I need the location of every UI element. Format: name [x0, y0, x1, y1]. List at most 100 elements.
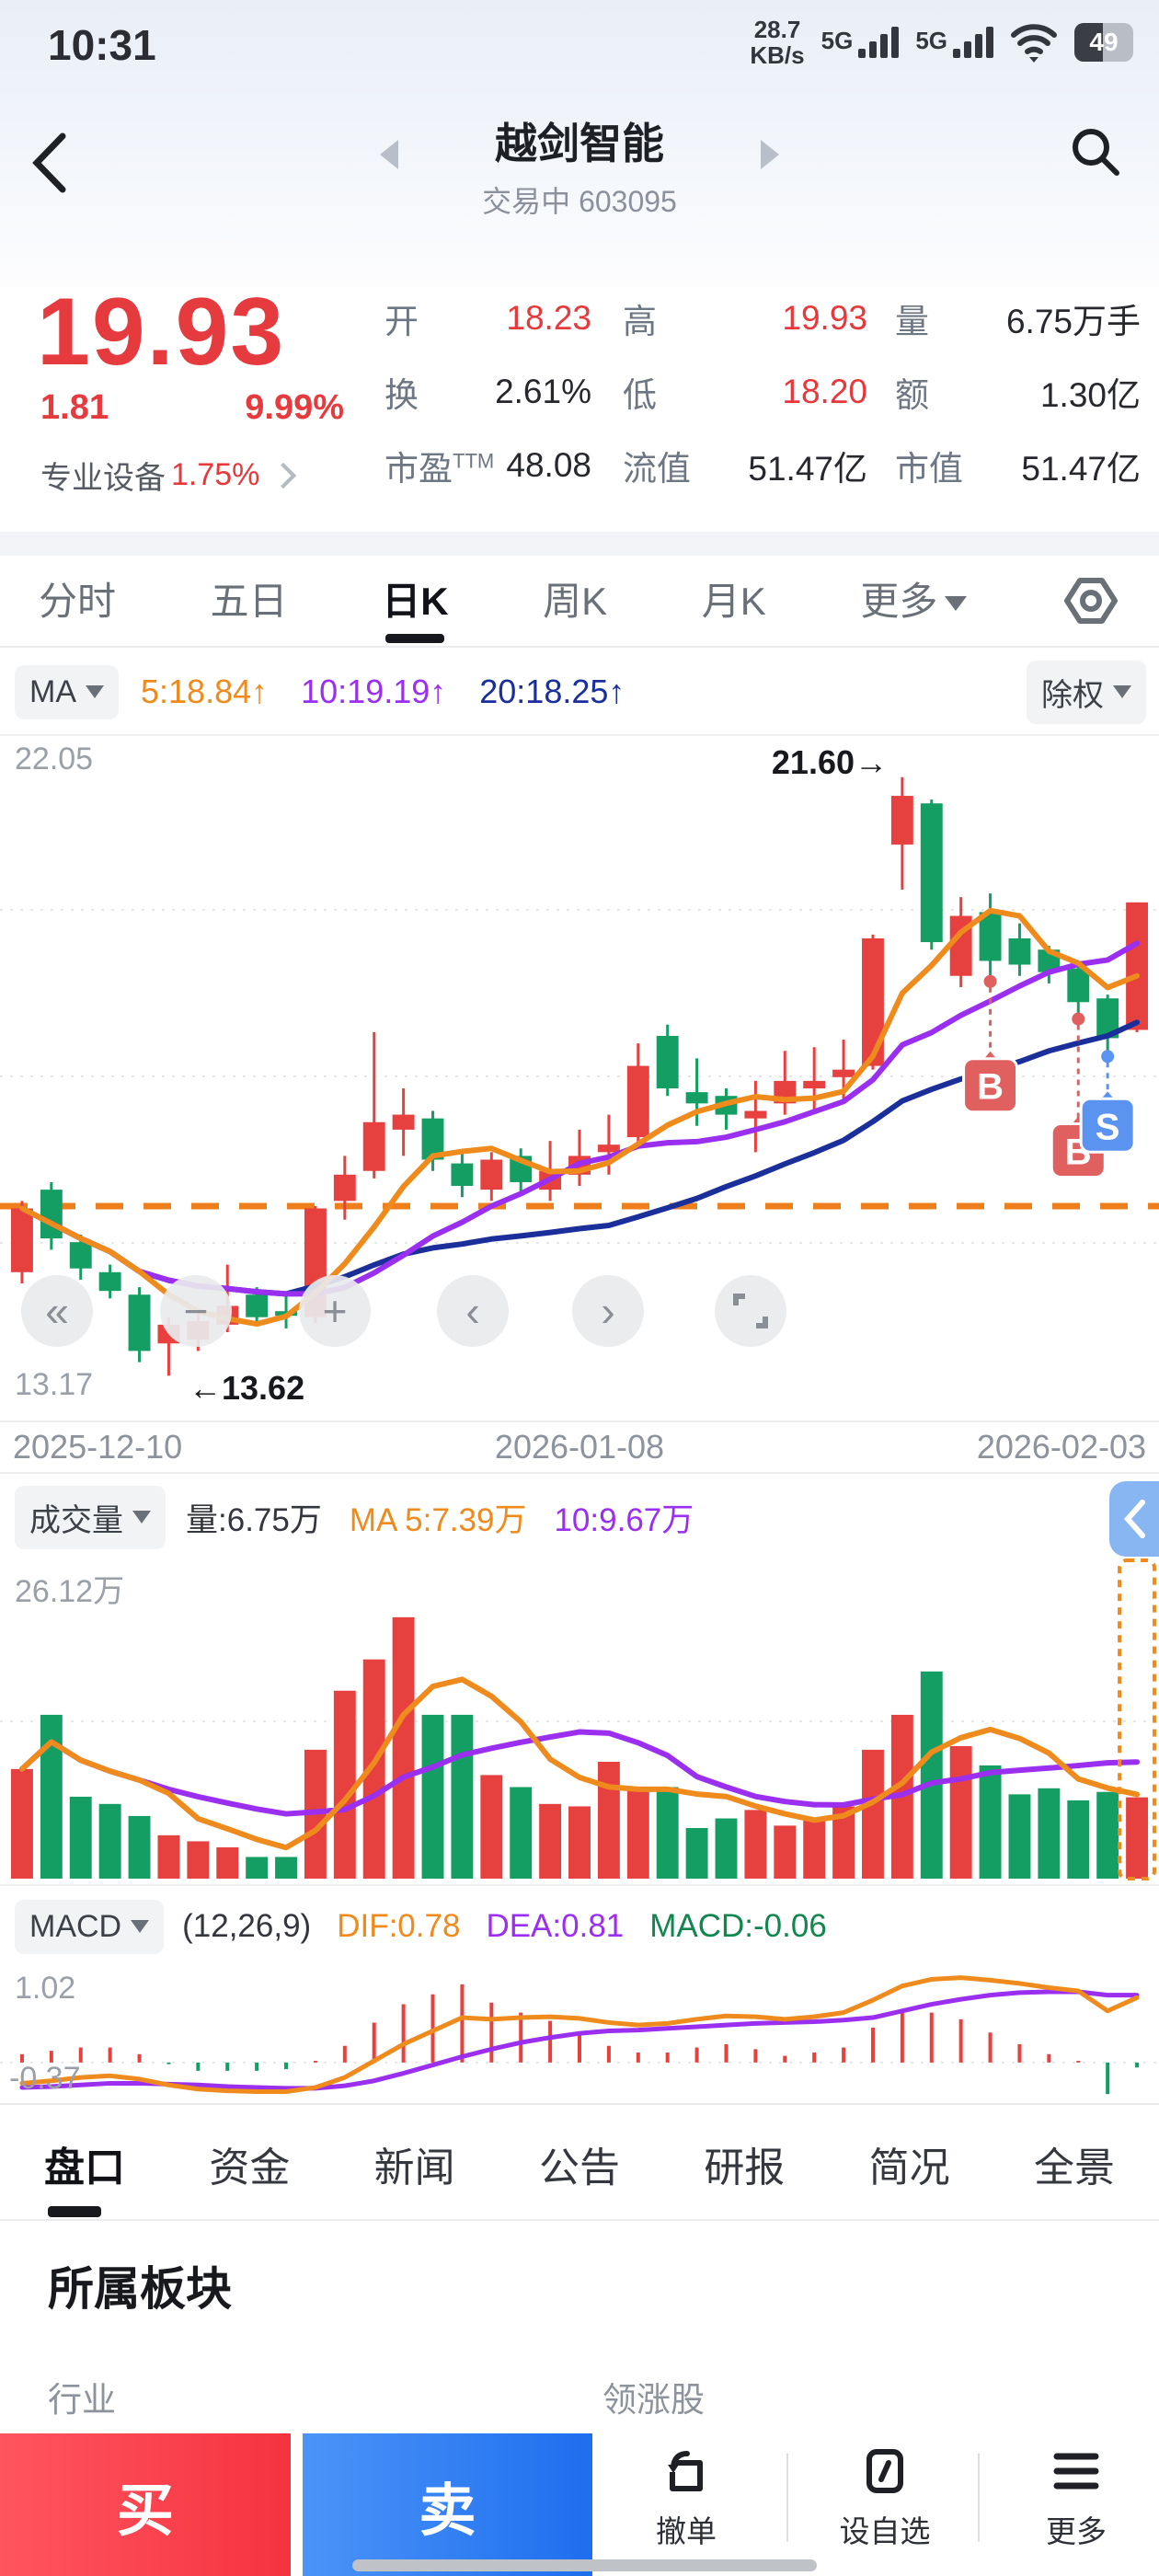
wifi-icon	[1010, 22, 1058, 63]
pan-right-button[interactable]: ›	[572, 1275, 644, 1347]
stat-label: 高	[623, 303, 657, 340]
stat-label: 量	[895, 303, 929, 340]
volume-selector-button[interactable]: 成交量	[15, 1485, 166, 1549]
tab-daily-k[interactable]: 日K	[382, 570, 448, 632]
signal-bars-icon-1: 5G	[821, 27, 900, 58]
macd-header: MACD (12,26,9) DIF:0.78 DEA:0.81 MACD:-0…	[0, 1884, 1159, 1967]
macd-axis-max-label: 1.02	[15, 1971, 76, 2006]
svg-text:S: S	[1096, 1107, 1120, 1147]
zoom-out-button[interactable]: −	[160, 1275, 232, 1347]
date-label-center: 2026-01-08	[494, 1428, 665, 1466]
tab-minute[interactable]: 分时	[39, 579, 117, 623]
chevron-down-icon	[86, 685, 104, 698]
chevron-down-icon	[132, 1511, 151, 1524]
stat-value: 51.47亿	[1021, 450, 1141, 488]
stat-value: 19.93	[782, 299, 867, 337]
undo-icon	[603, 2441, 769, 2501]
stat-value: 2.61%	[495, 373, 591, 410]
sector-pct: 1.75%	[171, 457, 260, 492]
volume-ma5-value: MA 5:7.39万	[349, 1501, 527, 1538]
tab-5day[interactable]: 五日	[210, 579, 288, 623]
current-price: 19.93	[37, 279, 286, 385]
chevron-right-icon	[270, 462, 297, 489]
stat-value: 1.30亿	[1039, 376, 1141, 414]
macd-selector-button[interactable]: MACD	[15, 1899, 165, 1954]
zoom-in-button[interactable]: +	[299, 1275, 371, 1347]
top-gradient-zone: 10:31 28.7 KB/s 5G 5G	[0, 0, 1159, 287]
macd-axis-min-label: -0.37	[9, 2061, 81, 2096]
tab-news[interactable]: 新闻	[373, 2145, 455, 2191]
tab-overview[interactable]: 全景	[1033, 2145, 1115, 2191]
search-icon[interactable]	[1067, 123, 1122, 178]
signal-bars-icon-2: 5G	[915, 27, 993, 58]
stat-label: 低	[623, 376, 657, 414]
quote-panel: 19.93 1.81 9.99% 专业设备 1.75% 开 18.23 高 19.9…	[0, 276, 1159, 534]
chart-period-tabs: 分时 五日 日K 周K 月K 更多	[0, 556, 1159, 648]
next-stock-icon[interactable]	[761, 139, 779, 169]
column-label-industry: 行业	[48, 2381, 116, 2419]
section-divider	[0, 532, 1159, 556]
tab-funds[interactable]: 资金	[209, 2145, 291, 2191]
volume-axis-max-label: 26.12万	[15, 1574, 125, 1609]
trading-status: 交易中	[482, 185, 571, 218]
sector-name: 专业设备	[40, 461, 166, 496]
collapse-panel-button[interactable]	[1109, 1481, 1159, 1557]
expand-icon	[733, 1294, 768, 1328]
back-icon[interactable]	[28, 131, 70, 195]
ma-selector-button[interactable]: MA	[15, 664, 119, 719]
exright-button[interactable]: 除权	[1027, 660, 1146, 724]
prev-stock-icon[interactable]	[380, 139, 398, 169]
tab-weekly-k[interactable]: 周K	[543, 579, 608, 623]
high-price-annotation: 21.60→	[771, 743, 888, 781]
quote-stats-grid: 开 18.23 高 19.93 量 6.75万手 换 2.61% 低 18.20 额 1.3…	[384, 282, 1141, 502]
buy-button[interactable]: 买	[0, 2433, 291, 2576]
tab-research[interactable]: 研报	[704, 2145, 786, 2191]
board-section-title: 所属板块	[48, 2263, 232, 2315]
divider	[786, 2454, 788, 2542]
stat-label: 开	[384, 303, 419, 340]
stat-value: 18.23	[506, 299, 591, 337]
tab-order-book[interactable]: 盘口	[44, 2134, 125, 2217]
volume-chart[interactable]	[0, 1558, 1159, 1882]
stat-label: 换	[384, 376, 419, 414]
chevron-down-icon	[945, 596, 968, 612]
menu-icon	[993, 2441, 1159, 2501]
price-change-pct: 9.99%	[245, 388, 344, 427]
stock-code: 603095	[579, 185, 677, 218]
home-indicator[interactable]	[352, 2559, 817, 2571]
chart-controls: « − + ‹ ›	[0, 1275, 1159, 1347]
add-watchlist-button[interactable]: 设自选	[802, 2441, 968, 2551]
cancel-order-button[interactable]: 撤单	[603, 2441, 769, 2551]
fullscreen-button[interactable]	[715, 1275, 786, 1347]
date-label-right: 2026-02-03	[976, 1428, 1146, 1466]
clock: 10:31	[48, 21, 156, 69]
tab-monthly-k[interactable]: 月K	[701, 579, 766, 623]
low-price-annotation: ←13.62	[189, 1369, 305, 1407]
pan-left-button[interactable]: ‹	[437, 1275, 509, 1347]
stat-label: 额	[895, 376, 929, 414]
stock-subtitle: 交易中 603095	[0, 178, 1159, 221]
tab-more[interactable]: 更多	[860, 570, 968, 632]
tab-notices[interactable]: 公告	[538, 2145, 620, 2191]
action-bar: 买 卖 撤单 设自选	[0, 2433, 1159, 2576]
stock-name-title: 越剑智能	[495, 120, 664, 167]
sell-button[interactable]: 卖	[303, 2433, 592, 2576]
edit-icon	[802, 2441, 968, 2501]
macd-value: MACD:-0.06	[649, 1908, 827, 1944]
ma-indicator-row: MA 5:18.84↑ 10:19.19↑ 20:18.25↑ 除权	[0, 650, 1159, 736]
macd-params: (12,26,9)	[182, 1908, 312, 1944]
macd-chart[interactable]	[0, 1967, 1159, 2105]
sector-link[interactable]: 专业设备 1.75%	[40, 453, 297, 498]
date-label-left: 2025-12-10	[13, 1428, 183, 1466]
ma5-value: 5:18.84↑	[141, 673, 269, 710]
fast-rewind-button[interactable]: «	[21, 1275, 93, 1347]
price-axis-max-label: 22.05	[15, 742, 94, 776]
column-label-top-gainer: 领涨股	[602, 2381, 705, 2419]
more-actions-button[interactable]: 更多	[993, 2441, 1159, 2551]
stat-label: 流值	[623, 450, 691, 488]
chevron-left-icon	[1123, 1500, 1145, 1538]
tab-profile[interactable]: 简况	[868, 2145, 950, 2191]
ma10-value: 10:19.19↑	[301, 673, 447, 710]
volume-value: 量:6.75万	[186, 1501, 322, 1538]
settings-gear-icon[interactable]	[1061, 571, 1120, 630]
